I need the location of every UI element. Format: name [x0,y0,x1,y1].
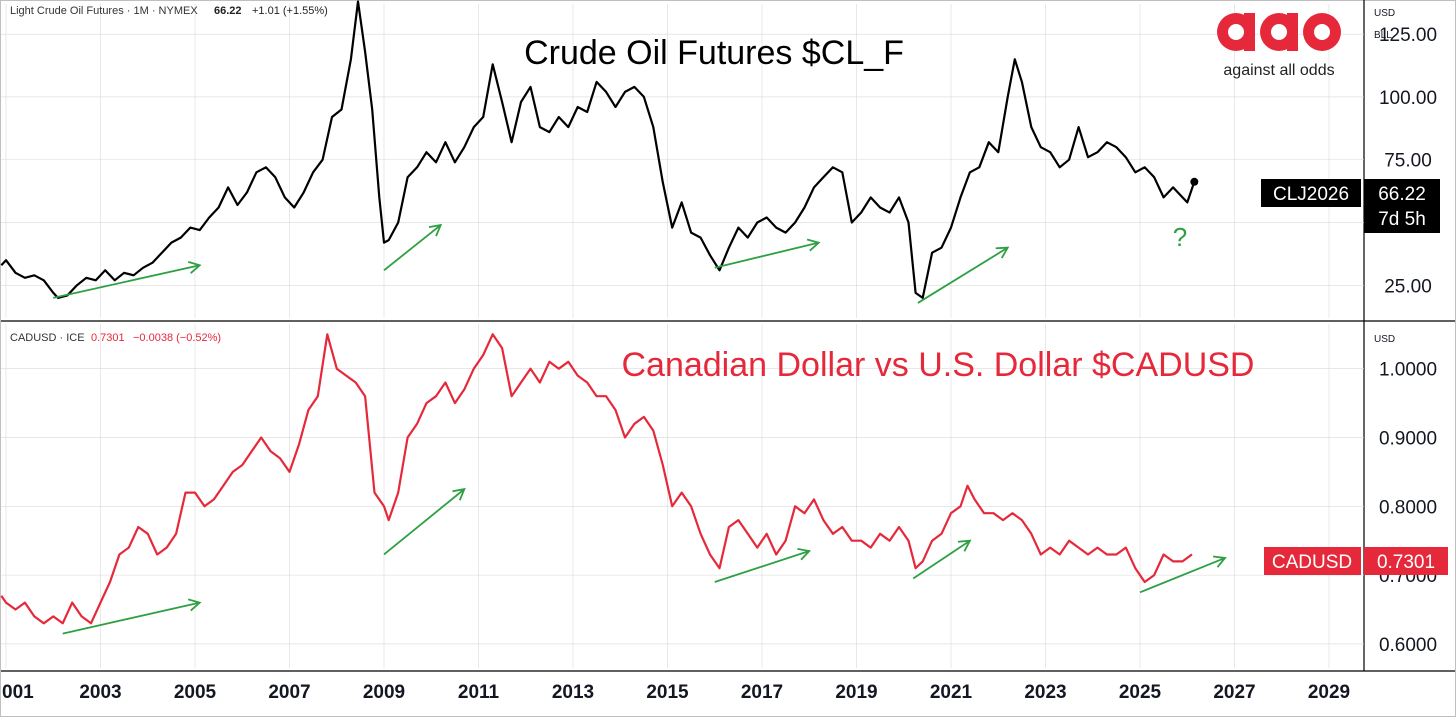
cad-series [0,333,1193,625]
trend-arrow [714,547,812,583]
x-tick-label: 2013 [552,682,594,703]
trend-arrow-shaft [62,601,200,635]
oil-tag-countdown: 7d 5h [1378,209,1426,230]
y-tick-label: 1.0000 [1379,360,1437,381]
trend-arrow [53,261,202,299]
trend-arrow-shaft [1139,557,1226,594]
oil-last-point [1190,177,1199,186]
trend-arrow [1139,555,1227,594]
trend-arrow-head [187,261,202,274]
trend-arrow [383,223,443,271]
cad-title: Canadian Dollar vs U.S. Dollar $CADUSD [621,346,1254,384]
y-tick-label: 125.00 [1379,25,1437,46]
trend-arrow-shaft [917,246,1009,304]
y-tick-label: 0.9000 [1379,429,1437,450]
trend-arrow [383,487,466,556]
x-tick-label: 2021 [930,682,973,703]
trend-arrow-shaft [912,539,971,580]
y-tick-label: 75.00 [1384,151,1432,172]
aao-logo-icon [1217,13,1341,51]
oil-axis-unit[interactable]: BLL [1374,30,1392,41]
x-tick-label: 001 [2,682,34,703]
x-tick-label: 2005 [174,682,217,703]
x-tick-label: 2003 [79,682,121,703]
time-axis[interactable]: 001 2003 2005 2007 2009 2011 2013 2015 2017 2019 2… [2,682,1350,703]
cad-line [0,333,1193,625]
cad-symbol-desc: CADUSD · ICE [10,332,85,344]
cad-tag-symbol: CADUSD [1272,552,1352,573]
trend-arrow-head [957,539,972,552]
trend-arrows [53,223,1227,635]
oil-symbol-desc: Light Crude Oil Futures · 1M · NYMEX [10,5,198,17]
question-mark: ? [1173,222,1187,252]
trend-arrow-head [452,487,466,501]
y-tick-label: 25.00 [1384,276,1432,297]
trend-arrow-shaft [714,550,810,583]
y-tick-label: 0.8000 [1379,497,1437,518]
x-tick-label: 2029 [1308,682,1350,703]
x-tick-label: 2027 [1213,682,1255,703]
oil-title: Crude Oil Futures $CL_F [524,34,904,72]
x-tick-label: 2017 [741,682,783,703]
x-tick-label: 2009 [363,682,405,703]
cad-tag-price: 0.7301 [1377,552,1435,573]
trend-arrow-head [806,238,821,252]
cad-header-change: −0.0038 (−0.52%) [133,332,221,344]
x-tick-label: 2019 [835,682,877,703]
cad-price-tag[interactable]: CADUSD 0.7301 [1264,547,1448,575]
cad-axis-currency[interactable]: USD [1374,334,1395,345]
x-tick-label: 2015 [646,682,689,703]
oil-header-price: 66.22 [214,5,242,17]
oil-header-change: +1.01 (+1.55%) [252,5,328,17]
trend-arrow-head [187,598,202,612]
trend-arrow-head [995,246,1010,259]
oil-line [0,0,1196,299]
trend-arrow-shaft [53,264,200,299]
top-grid [1,4,1364,318]
trend-arrow-head [428,223,443,237]
oil-price-tag[interactable]: CLJ2026 66.22 7d 5h [1261,179,1440,233]
x-tick-label: 2011 [458,682,500,703]
cad-header-price: 0.7301 [91,332,125,344]
bottom-grid [1,324,1364,668]
oil-tag-price: 66.22 [1378,184,1426,205]
trend-arrow-shaft [714,241,819,269]
x-tick-label: 2023 [1024,682,1066,703]
trend-arrow [62,598,202,635]
trend-arrow-shaft [383,488,465,556]
y-tick-label: 0.6000 [1379,635,1437,656]
oil-axis-currency[interactable]: USD [1374,8,1395,19]
trend-arrow [714,238,821,269]
brand-name: against all odds [1223,62,1334,79]
oil-tag-symbol: CLJ2026 [1273,184,1349,205]
x-tick-label: 2007 [268,682,310,703]
y-tick-label: 100.00 [1379,88,1437,109]
trend-arrow-head [1213,555,1227,568]
trend-arrow-head [797,547,812,561]
trend-arrow [912,539,972,580]
trend-arrow [917,246,1010,304]
trend-arrow-shaft [383,224,442,271]
oil-series [0,0,1199,299]
x-tick-label: 2025 [1119,682,1162,703]
